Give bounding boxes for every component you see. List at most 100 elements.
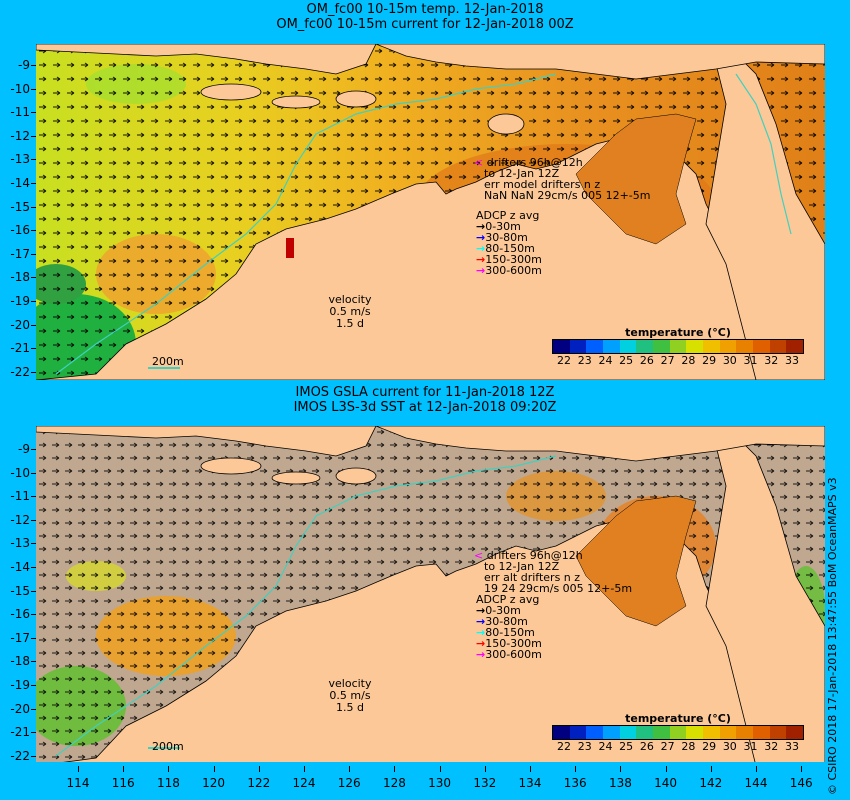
adcp-list: →0-30m →30-80m →80-150m →150-300m →300-600m bbox=[476, 605, 542, 660]
y-tick-label: -21 bbox=[10, 725, 30, 740]
colorbar-segment bbox=[653, 726, 670, 739]
x-tick bbox=[756, 766, 757, 772]
y-tick bbox=[31, 230, 36, 232]
adcp-item: →150-300m bbox=[476, 638, 542, 649]
y-tick-label: -12 bbox=[10, 512, 30, 527]
y-tick-label: -14 bbox=[10, 560, 30, 574]
colorbar-segment bbox=[736, 726, 754, 739]
adcp-label: 150-300m bbox=[485, 253, 542, 266]
y-tick bbox=[31, 519, 36, 521]
y-tick-label: -20 bbox=[10, 317, 30, 332]
y-tick bbox=[31, 348, 36, 350]
colorbar-tick-label: 22 bbox=[557, 740, 571, 753]
y-tick-label: -13 bbox=[10, 152, 30, 167]
colorbar-labels: 22 23 24 25 26 27 28 29 30 31 32 33 bbox=[552, 740, 804, 754]
adcp-item: →300-600m bbox=[476, 649, 542, 660]
x-tick-label: 122 bbox=[247, 776, 271, 790]
top-drifters-legend: < drifters 96h@12h to 12-Jan 12Z err mod… bbox=[474, 157, 650, 201]
adcp-arrow-icon: → bbox=[476, 242, 486, 255]
y-tick bbox=[31, 614, 36, 616]
colorbar-segment bbox=[619, 340, 637, 353]
y-tick-label: -22 bbox=[10, 364, 30, 379]
y-tick-label: -9 bbox=[18, 58, 30, 72]
y-tick bbox=[31, 590, 36, 592]
x-tick bbox=[801, 766, 803, 772]
bottom-adcp-legend: ADCP z avg →0-30m →30-80m →80-150m →150-300… bbox=[476, 594, 542, 660]
colorbar-tick-label: 27 bbox=[660, 354, 675, 367]
y-tick bbox=[31, 661, 36, 663]
adcp-arrow-icon: → bbox=[476, 615, 486, 628]
y-tick bbox=[31, 685, 36, 686]
velocity-speed: 0.5 m/s bbox=[329, 689, 371, 702]
y-tick-label: -11 bbox=[10, 489, 30, 504]
adcp-arrow-icon: → bbox=[476, 604, 486, 617]
credit-text: © CSIRO 2018 17-Jan-2018 13:47:55 BoM Oc… bbox=[826, 477, 839, 795]
y-tick-label: -18 bbox=[10, 270, 30, 285]
y-tick bbox=[31, 301, 36, 302]
colorbar-segment bbox=[586, 340, 604, 353]
drifter-line3: err alt drifters n z bbox=[484, 571, 581, 584]
colorbar-title: temperature (°C) bbox=[625, 326, 731, 339]
y-tick-label: -20 bbox=[10, 701, 30, 716]
colorbar-tick-label: 30 bbox=[722, 740, 737, 753]
island-timor-west bbox=[200, 457, 262, 475]
top-title-line2: OM_fc00 10-15m current for 12-Jan-2018 0… bbox=[276, 17, 574, 32]
colorbar-tick-label: 25 bbox=[619, 740, 634, 753]
colorbar-tick-label: 25 bbox=[619, 354, 634, 367]
indonesia-land bbox=[36, 44, 377, 75]
y-tick bbox=[31, 277, 36, 279]
adcp-label: 0-30m bbox=[485, 604, 521, 617]
adcp-list: →0-30m →30-80m →80-150m →150-300m →300-600m bbox=[476, 221, 542, 276]
drifter-line2: to 12-Jan 12Z bbox=[484, 167, 560, 180]
adcp-item: →0-30m bbox=[476, 221, 542, 232]
y-tick bbox=[31, 472, 36, 474]
new-guinea-land bbox=[375, 426, 825, 462]
x-tick-label: 130 bbox=[428, 776, 452, 790]
colorbar-segment bbox=[653, 340, 670, 353]
cape-york-land bbox=[705, 53, 825, 380]
velocity-label: velocity bbox=[328, 677, 372, 690]
island-small bbox=[335, 90, 377, 108]
x-tick-label: 114 bbox=[66, 776, 90, 790]
colorbar-segment bbox=[569, 340, 587, 353]
y-tick bbox=[31, 637, 36, 639]
velocity-label: velocity bbox=[328, 293, 372, 306]
colorbar-tick-label: 33 bbox=[785, 740, 799, 753]
colorbar-segment bbox=[686, 340, 704, 353]
colorbar-tick-label: 28 bbox=[681, 354, 696, 367]
colorbar-tick-label: 28 bbox=[681, 740, 696, 753]
drifter-highlight bbox=[286, 238, 294, 258]
y-tick bbox=[31, 112, 36, 114]
x-tick-label: 138 bbox=[608, 776, 632, 790]
y-tick bbox=[31, 371, 36, 373]
colorbar-segment bbox=[586, 726, 604, 739]
x-tick bbox=[304, 766, 305, 772]
bottom-colorbar: temperature (°C) 22 23 24 25 26 27 28 29 30 31 32 3… bbox=[552, 712, 804, 754]
x-tick-label: 140 bbox=[654, 776, 678, 790]
colorbar-segment bbox=[786, 726, 804, 739]
colorbar-tick-label: 29 bbox=[702, 740, 717, 753]
y-tick-label: -18 bbox=[10, 654, 30, 669]
bottom-map-panel bbox=[36, 426, 825, 762]
y-tick-label: -10 bbox=[10, 465, 30, 480]
y-tick-label: -17 bbox=[10, 630, 30, 645]
adcp-label: 300-600m bbox=[485, 648, 542, 661]
y-tick bbox=[31, 159, 36, 161]
adcp-label: 80-150m bbox=[485, 242, 535, 255]
colorbar-segment bbox=[719, 340, 737, 353]
shelf-contour-line-east bbox=[735, 73, 792, 235]
adcp-arrow-icon: → bbox=[476, 220, 486, 233]
x-tick-label: 136 bbox=[563, 776, 587, 790]
y-tick-label: -13 bbox=[10, 536, 30, 551]
drifter-marker-icon: < bbox=[474, 156, 484, 169]
y-tick bbox=[31, 496, 36, 498]
drifter-line2: to 12-Jan 12Z bbox=[484, 560, 560, 573]
adcp-arrow-icon: → bbox=[476, 637, 486, 650]
colorbar-tick-label: 27 bbox=[660, 740, 675, 753]
colorbar-segment bbox=[753, 340, 770, 353]
colorbar-segment bbox=[719, 726, 737, 739]
colorbar-segment bbox=[686, 726, 704, 739]
cape-york-land bbox=[705, 435, 825, 762]
adcp-label: 300-600m bbox=[485, 264, 542, 277]
y-tick-label: -21 bbox=[10, 341, 30, 356]
